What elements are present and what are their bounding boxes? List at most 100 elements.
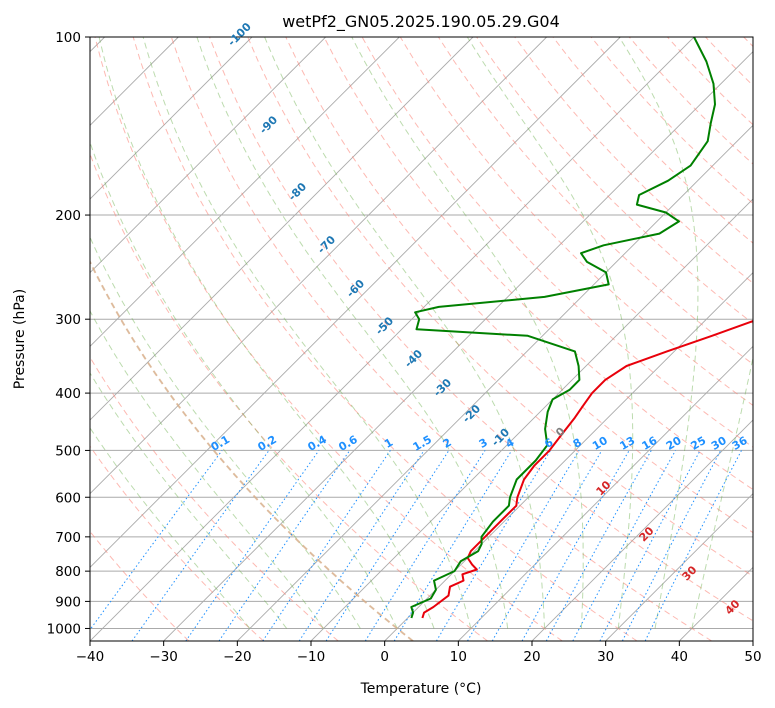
adiabat-label: -30 — [431, 376, 454, 399]
moist-adiabat-line — [90, 236, 361, 629]
dry-adiabat-line — [90, 260, 414, 641]
y-tick-label: 100 — [55, 30, 81, 46]
adiabat-label: -60 — [344, 277, 367, 300]
dry-adiabat-line — [90, 356, 339, 641]
isotherm-line — [384, 272, 753, 641]
freezing-curve — [90, 259, 414, 641]
isotherm-line — [90, 37, 400, 347]
adiabat-label: 40 — [723, 597, 743, 617]
y-tick-label: 900 — [55, 594, 81, 610]
dry-adiabat-line — [705, 37, 753, 87]
mixing-ratio-line — [131, 450, 270, 641]
mixing-ratio-line — [90, 450, 223, 631]
y-tick-label: 1000 — [47, 621, 81, 637]
isotherm-line — [90, 37, 253, 200]
dry-adiabat-line — [667, 37, 753, 126]
moist-adiabat-line — [90, 372, 288, 629]
mixing-ratio-line — [521, 450, 630, 641]
dry-adiabat-line — [209, 37, 753, 622]
y-tick-label: 500 — [55, 443, 81, 459]
dewpoint-profile-line — [410, 37, 716, 619]
adiabat-label: 10 — [594, 478, 614, 498]
isotherm-line — [90, 37, 695, 641]
isotherm-line — [531, 419, 753, 641]
mixing-ratio-line — [435, 450, 552, 641]
plot-frame — [89, 36, 754, 642]
mixing-ratio-label: 2 — [441, 436, 454, 451]
mixing-ratio-line — [599, 450, 701, 641]
adiabat-label: 0 — [553, 424, 568, 439]
dry-adiabat-line — [552, 37, 753, 244]
mixing-ratio-line — [262, 450, 391, 641]
x-axis-label: Temperature (°C) — [360, 681, 482, 697]
dry-adiabat-line — [743, 37, 753, 48]
dry-adiabat-line — [590, 37, 753, 205]
mixing-ratio-line — [298, 450, 425, 641]
dry-adiabat-line — [247, 37, 753, 577]
moist-adiabat-line — [90, 426, 251, 629]
dry-adiabat-line — [94, 37, 563, 641]
series-layer — [410, 37, 753, 619]
mixing-ratio-line — [393, 450, 513, 641]
grid-layer — [90, 37, 753, 641]
isotherm-line — [458, 345, 753, 641]
y-axis-label: Pressure (hPa) — [12, 289, 28, 389]
dry-adiabat-line — [437, 37, 753, 365]
adiabat-label: 20 — [637, 524, 657, 544]
adiabat-label: 30 — [680, 563, 700, 583]
mixing-ratio-line — [545, 450, 652, 641]
x-tick-label: −10 — [297, 649, 326, 665]
mixing-ratio-line — [644, 450, 742, 641]
mixing-ratio-line — [572, 450, 676, 641]
temperature-profile-line — [421, 319, 753, 619]
x-tick-label: 40 — [671, 649, 688, 665]
adiabat-label: -90 — [257, 113, 280, 136]
x-tick-label: −30 — [149, 649, 178, 665]
isotherm-line — [90, 37, 621, 568]
adiabat-label: -20 — [460, 402, 483, 425]
y-tick-label: 800 — [55, 564, 81, 580]
adiabat-label: -50 — [373, 314, 396, 337]
x-tick-label: −20 — [223, 649, 252, 665]
moist-adiabat-line — [90, 140, 398, 629]
x-tick-label: −40 — [76, 649, 105, 665]
adiabat-label: -80 — [286, 180, 309, 203]
y-tick-label: 700 — [55, 530, 81, 546]
y-tick-label: 600 — [55, 490, 81, 506]
mixing-ratio-line — [185, 450, 320, 641]
moist-adiabat-line — [618, 37, 699, 629]
dry-adiabat-line — [170, 37, 712, 641]
y-tick-label: 200 — [55, 208, 81, 224]
mixing-ratio-line — [621, 450, 722, 641]
y-tick-label: 400 — [55, 386, 81, 402]
dry-adiabat-line — [476, 37, 753, 325]
dry-adiabat-line — [514, 37, 753, 284]
x-tick-label: 20 — [523, 649, 540, 665]
isotherm-line — [163, 51, 753, 641]
adiabat-label: -40 — [402, 347, 425, 370]
x-tick-label: 50 — [744, 649, 761, 665]
mixing-ratio-line — [325, 450, 450, 641]
isotherm-line — [679, 566, 753, 641]
adiabat-label: -70 — [315, 233, 338, 256]
chart-title: wetPf2_GN05.2025.190.05.29.G04 — [282, 12, 560, 32]
mixing-ratio-label: 3 — [477, 436, 490, 451]
dry-adiabat-line — [132, 37, 638, 641]
moist-adiabat-line — [196, 37, 509, 629]
isotherm-line — [752, 640, 753, 641]
moist-adiabat-line — [351, 37, 584, 629]
adiabat-label: -100 — [225, 20, 254, 49]
dry-adiabat-line — [285, 37, 753, 534]
moist-adiabat-line — [142, 37, 472, 629]
dry-adiabat-line — [323, 37, 753, 491]
x-tick-label: 0 — [380, 649, 389, 665]
isotherm-line — [90, 37, 326, 274]
dry-adiabat-line — [90, 530, 190, 641]
axis-ticks: −40 −30 −20 −10 0 10 20 30 40 5010020030040050060… — [47, 30, 762, 665]
moist-adiabat-line — [691, 355, 753, 629]
dry-adiabat-line — [90, 445, 264, 641]
isotherm-line — [90, 37, 547, 495]
y-tick-label: 300 — [55, 312, 81, 328]
moist-adiabat-line — [466, 37, 634, 629]
